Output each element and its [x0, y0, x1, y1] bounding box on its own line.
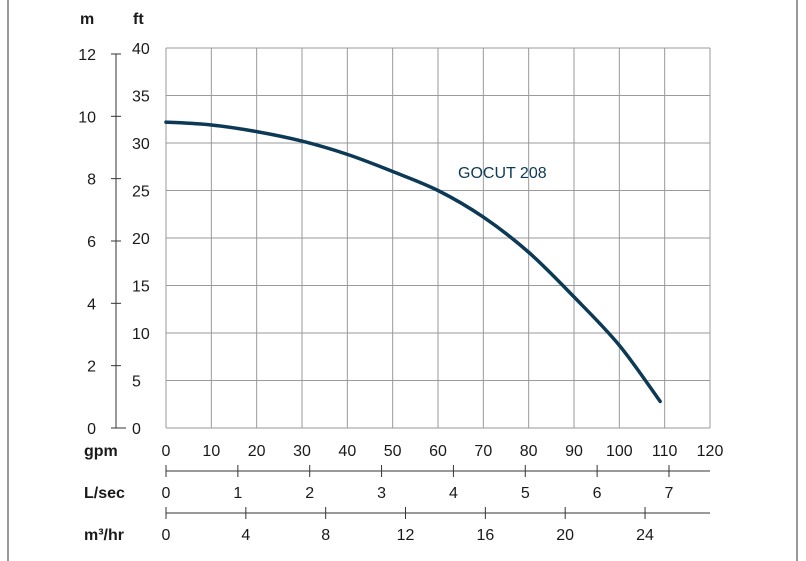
- m3hr-tick-label: 16: [476, 527, 494, 544]
- lsec-tick-label: 2: [305, 485, 314, 502]
- meter-tick-label: 8: [87, 172, 96, 189]
- gpm-tick-label: 70: [474, 443, 492, 460]
- meter-tick-label: 12: [78, 47, 96, 64]
- gpm-tick-label: 20: [248, 443, 266, 460]
- gpm-tick-label: 120: [697, 443, 724, 460]
- lsec-tick-label: 5: [521, 485, 530, 502]
- ft-unit-label: ft: [133, 11, 144, 28]
- m3hr-tick-label: 20: [556, 527, 574, 544]
- gpm-tick-label: 60: [429, 443, 447, 460]
- gpm-tick-label: 10: [202, 443, 220, 460]
- gpm-tick-label: 0: [162, 443, 171, 460]
- m3hr-tick-label: 0: [162, 527, 171, 544]
- ft-tick-label: 10: [132, 326, 150, 343]
- series-layer: GOCUT 208: [164, 120, 662, 404]
- gpm-tick-label: 90: [565, 443, 583, 460]
- meter-tick-label: 4: [87, 296, 96, 313]
- m3hr-tick-label: 4: [241, 527, 250, 544]
- m3hr-unit-label: m³/hr: [84, 527, 124, 544]
- m3hr-tick-label: 12: [397, 527, 415, 544]
- lsec-tick-label: 1: [233, 485, 242, 502]
- series-label-gocut-208: GOCUT 208: [458, 165, 547, 182]
- m3hr-tick-label: 8: [321, 527, 330, 544]
- ft-tick-label: 15: [132, 279, 150, 296]
- gpm-tick-label: 50: [384, 443, 402, 460]
- ft-tick-label: 0: [132, 421, 141, 438]
- lsec-tick-label: 0: [162, 485, 171, 502]
- m3hr-tick-label: 24: [636, 527, 654, 544]
- lsec-tick-label: 7: [665, 485, 674, 502]
- lsec-unit-label: L/sec: [84, 485, 125, 502]
- meter-tick-label: 10: [78, 109, 96, 126]
- gpm-tick-label: 100: [606, 443, 633, 460]
- lsec-tick-label: 3: [377, 485, 386, 502]
- meter-tick-label: 2: [87, 359, 96, 376]
- gpm-tick-label: 110: [652, 443, 678, 460]
- grid: [165, 47, 711, 429]
- meter-tick-label: 0: [87, 421, 96, 438]
- gpm-tick-label: 40: [338, 443, 356, 460]
- gpm-tick-label: 30: [293, 443, 311, 460]
- gpm-tick-label: 80: [520, 443, 538, 460]
- gpm-unit-label: gpm: [84, 443, 118, 460]
- ft-tick-label: 35: [132, 89, 150, 106]
- ft-tick-label: 20: [132, 231, 150, 248]
- lsec-tick-label: 4: [449, 485, 458, 502]
- series-line-gocut-208: [164, 120, 662, 404]
- meter-tick-label: 6: [87, 234, 96, 251]
- meter-unit-label: m: [80, 11, 94, 28]
- ft-tick-label: 5: [132, 374, 141, 391]
- ft-tick-label: 40: [132, 41, 150, 58]
- ft-tick-label: 25: [132, 184, 150, 201]
- ft-tick-label: 30: [132, 136, 150, 153]
- lsec-tick-label: 6: [593, 485, 602, 502]
